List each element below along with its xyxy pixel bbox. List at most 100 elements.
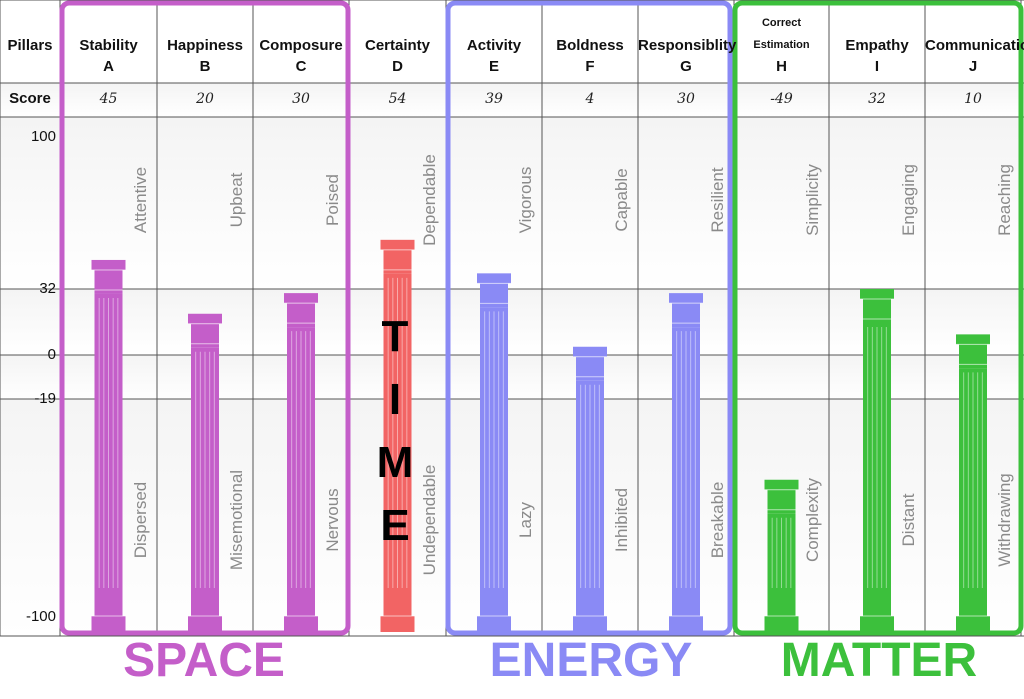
upper-trait-d: Dependable <box>420 154 439 246</box>
pillar-capital <box>573 346 607 357</box>
pillar-i <box>860 289 894 632</box>
column-letter-c: C <box>295 58 307 75</box>
pillar-shaft <box>287 327 315 592</box>
upper-trait-e: Vigorous <box>516 166 535 234</box>
score-c: 30 <box>292 91 310 107</box>
column-header-f: Boldness <box>556 37 624 54</box>
pillar-base <box>669 616 703 632</box>
column-letter-e: E <box>488 58 499 75</box>
pillar-base <box>477 616 511 632</box>
score-i: 32 <box>868 91 886 107</box>
pillar-g <box>669 293 703 632</box>
pillar-e <box>477 273 511 632</box>
pillar-c <box>284 293 318 632</box>
upper-trait-h: Simplicity <box>803 164 822 236</box>
pillar-shaft <box>863 323 891 592</box>
score-h: -49 <box>770 91 793 107</box>
pillar-base <box>188 616 222 632</box>
column-letter-d: D <box>392 58 403 75</box>
band-2 <box>0 355 1024 399</box>
pillar-shaft <box>383 273 412 592</box>
band-3 <box>0 399 1024 636</box>
pillar-shaft <box>480 307 508 592</box>
lower-trait-a: Dispersed <box>131 481 150 559</box>
space-group-frame <box>59 0 351 636</box>
pillar-base-upper <box>672 592 700 616</box>
lower-trait-b: Misemotional <box>227 469 246 571</box>
pillar-f <box>573 346 607 632</box>
column-letter-g: G <box>680 58 692 75</box>
upper-trait-i: Engaging <box>899 164 918 236</box>
pillar-shaft <box>959 368 987 592</box>
y-tick-label: 32 <box>39 280 56 297</box>
lower-trait-i: Distant <box>899 493 918 547</box>
column-header-d: Certainty <box>364 37 431 54</box>
pillar-capital <box>669 293 703 304</box>
pillar-base <box>573 616 607 632</box>
band-0 <box>0 117 1024 289</box>
column-letter-b: B <box>199 58 211 75</box>
score-j: 10 <box>964 91 982 107</box>
pillar-base <box>284 616 318 632</box>
lower-trait-f: Inhibited <box>612 487 631 553</box>
y-tick-label: -19 <box>34 390 56 407</box>
upper-trait-g: Resilient <box>708 167 727 233</box>
column-letter-i: I <box>874 58 880 75</box>
score-f: 4 <box>585 91 595 107</box>
column-letter-j: J <box>968 58 978 75</box>
pillars-header-label: Pillars <box>7 37 53 54</box>
lower-trait-h: Complexity <box>803 477 822 563</box>
column-header-g: Responsiblity <box>638 37 737 54</box>
time-letter: I <box>388 375 402 424</box>
pillar-capital <box>188 313 222 324</box>
pillar-b <box>188 313 222 632</box>
pillar-base-upper <box>863 592 891 616</box>
pillar-base <box>764 616 799 632</box>
energy-group-frame <box>445 0 733 636</box>
column-header-e: Activity <box>466 37 522 54</box>
pillar-base <box>380 616 415 632</box>
pillar-base-upper <box>383 592 412 616</box>
column-letter-h: H <box>776 58 787 75</box>
pillar-base-upper <box>191 592 219 616</box>
space-group-label: SPACE <box>123 634 285 687</box>
column-header-c: Composure <box>259 37 343 54</box>
pillar-h <box>764 479 799 632</box>
upper-trait-f: Capable <box>612 168 631 232</box>
column-letter-f: F <box>585 58 595 75</box>
score-a: 45 <box>99 91 118 107</box>
upper-trait-c: Poised <box>323 174 342 226</box>
upper-trait-b: Upbeat <box>227 172 246 228</box>
pillar-capital <box>91 259 126 270</box>
lower-trait-j: Withdrawing <box>995 473 1014 567</box>
pillar-capital <box>860 289 894 299</box>
energy-group-label: ENERGY <box>489 634 693 687</box>
pillar-capital <box>284 293 318 304</box>
pillar-base-upper <box>767 592 796 616</box>
lower-trait-c: Nervous <box>323 488 342 552</box>
lower-trait-e: Lazy <box>516 502 535 538</box>
pillar-d <box>380 239 415 632</box>
pillar-base-upper <box>576 592 604 616</box>
pillar-shaft <box>576 380 604 592</box>
score-d: 54 <box>388 91 407 107</box>
time-letter: M <box>376 438 414 487</box>
pillar-base-upper <box>287 592 315 616</box>
pillar-base-upper <box>94 592 123 616</box>
pillar-shaft <box>767 513 796 592</box>
column-header-h: Correct Estimation <box>753 17 810 51</box>
matter-group-frame <box>732 0 1024 636</box>
band-1 <box>0 289 1024 355</box>
pillar-capital <box>956 334 990 345</box>
pillar-shaft <box>191 347 219 592</box>
column-letter-a: A <box>103 58 114 75</box>
column-header-j: Communication <box>925 37 1024 54</box>
pillar-capital <box>477 273 511 284</box>
upper-trait-a: Attentive <box>131 166 150 234</box>
y-tick-label: -100 <box>25 608 56 625</box>
time-letter: T <box>381 312 409 361</box>
pillar-base-upper <box>480 592 508 616</box>
score-b: 20 <box>196 91 214 107</box>
